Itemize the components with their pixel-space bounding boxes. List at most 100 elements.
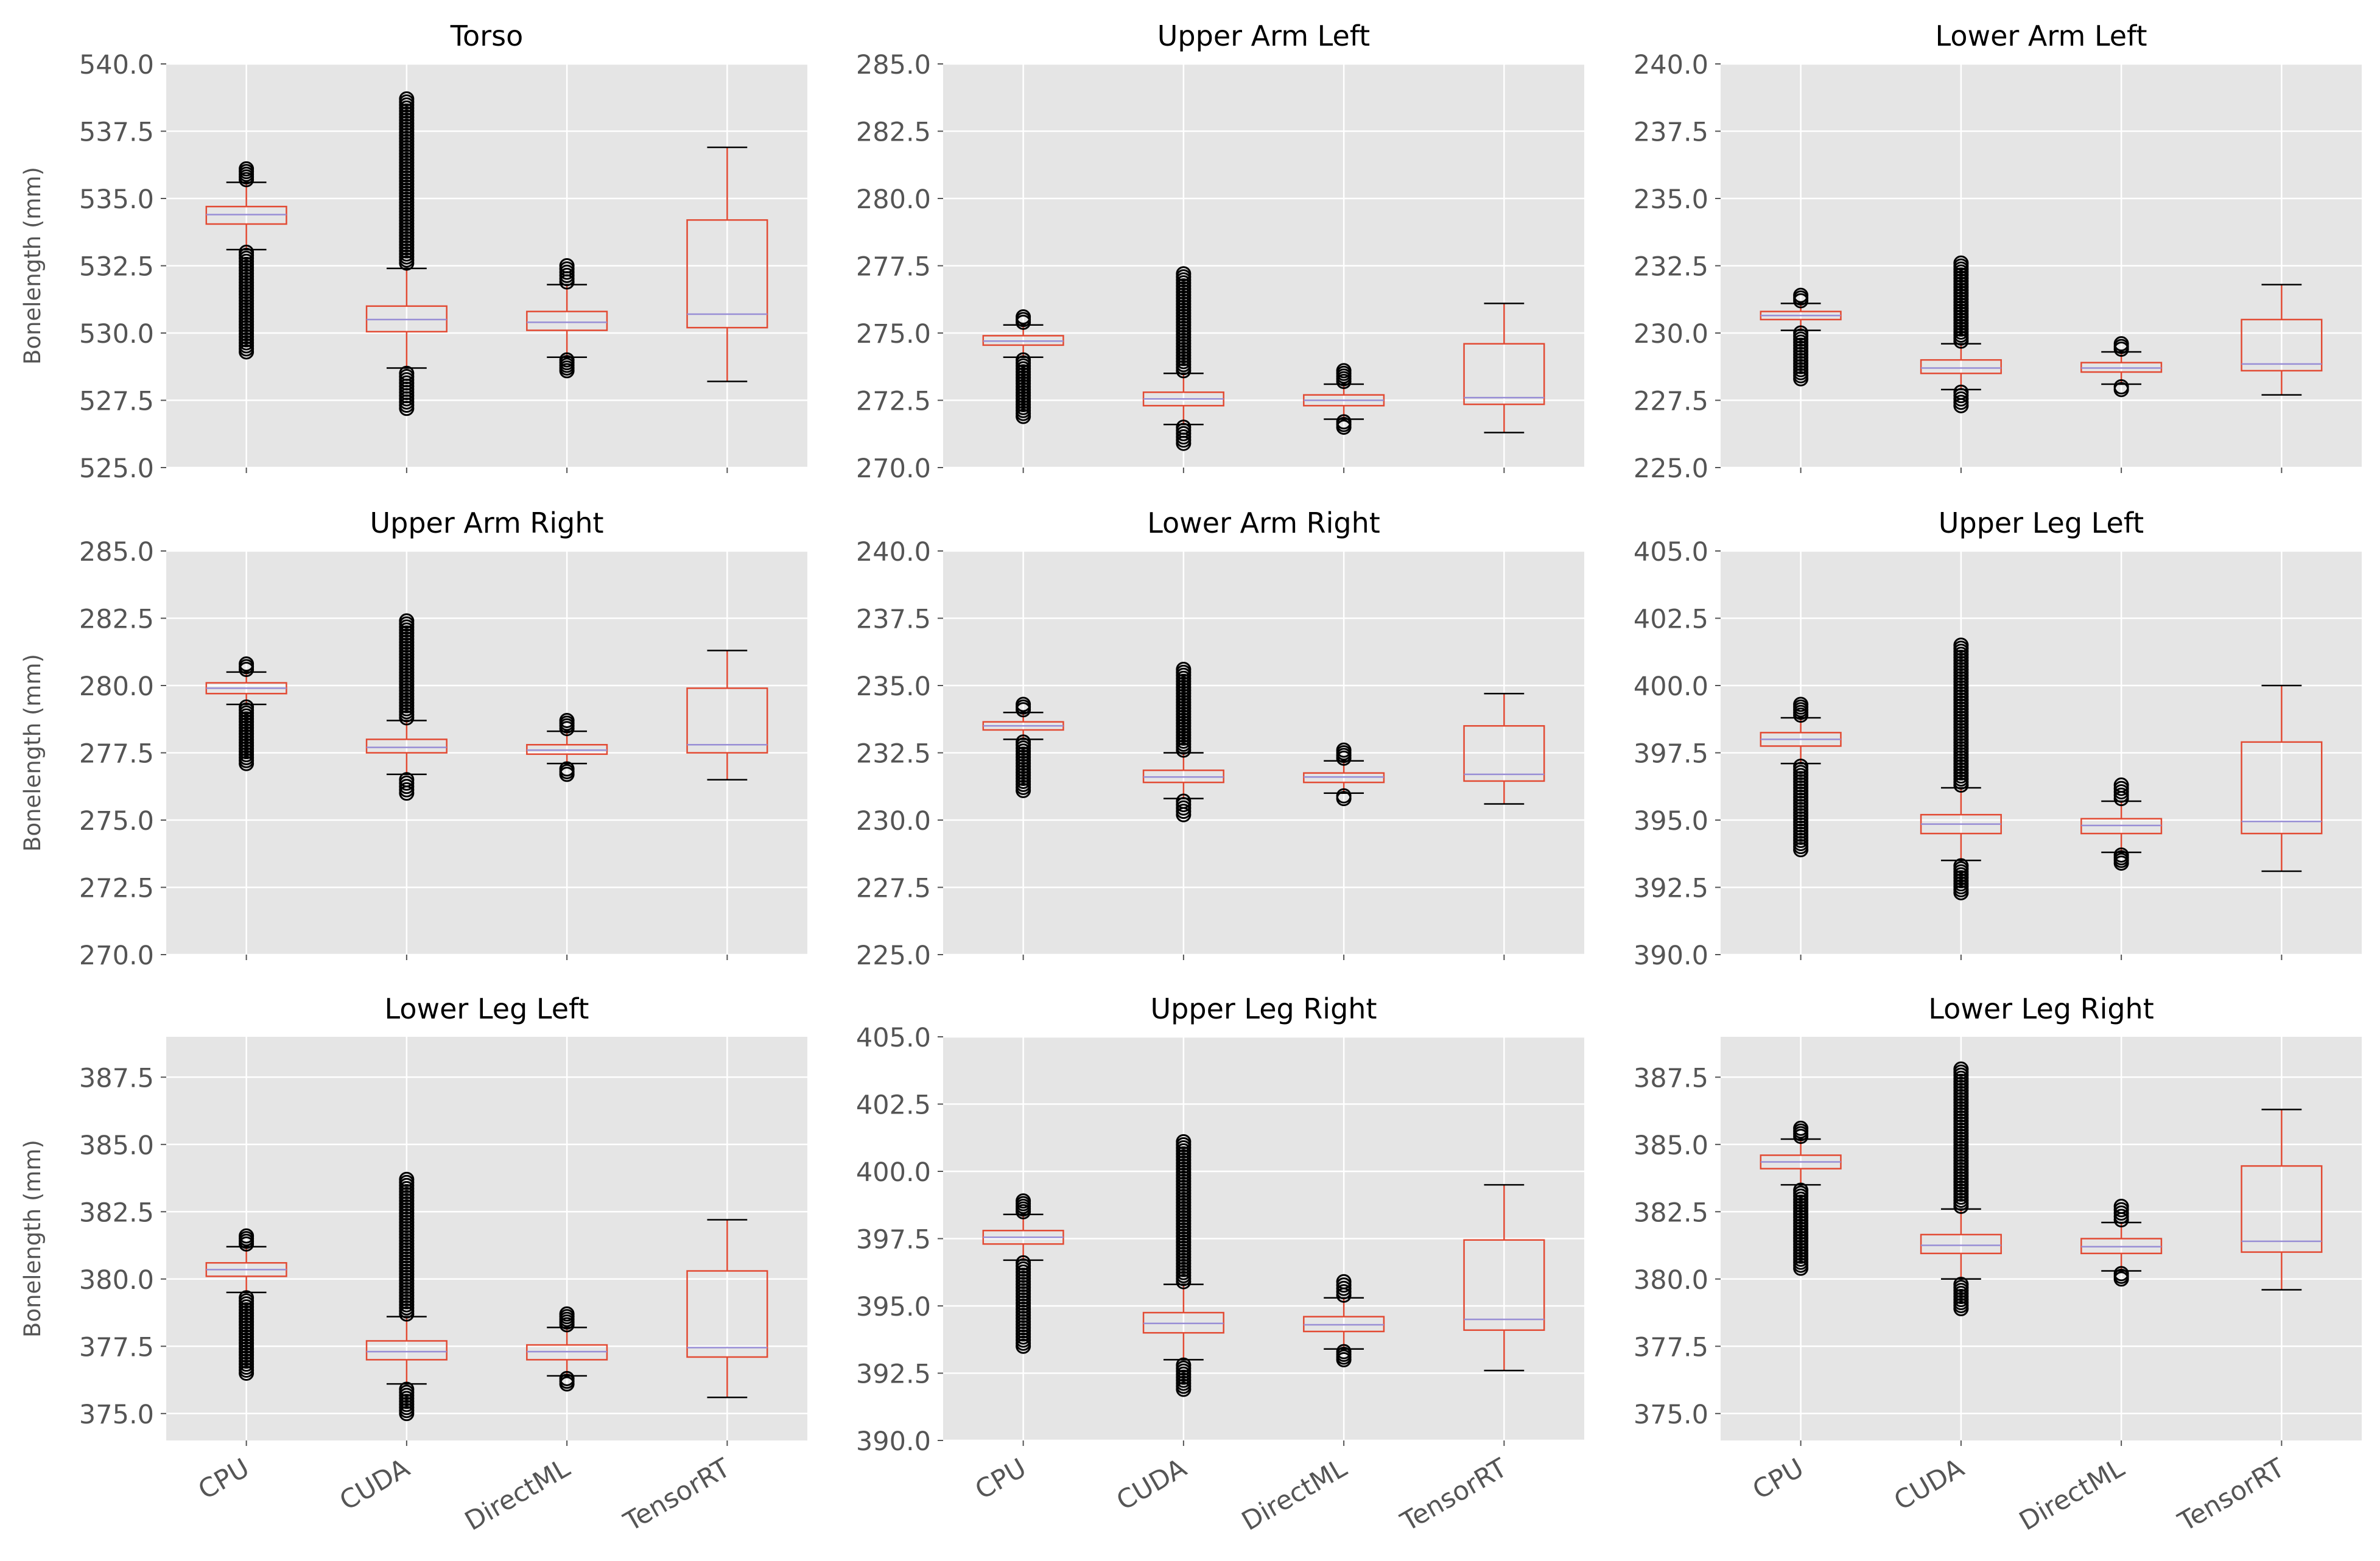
box-cuda <box>1142 661 1224 823</box>
y-tick-label: 402.5 <box>856 1090 931 1121</box>
y-axis-label: Bonelength (mm) <box>19 654 46 852</box>
outlier-low <box>1953 885 1969 900</box>
y-tick-label: 400.0 <box>1634 672 1708 702</box>
box-cpu <box>205 656 287 771</box>
iqr-box <box>1463 725 1545 782</box>
box-directml <box>526 1306 608 1392</box>
iqr-box <box>365 738 448 754</box>
y-tick-label: 232.5 <box>1634 252 1708 282</box>
subplot-title: Upper Leg Left <box>1939 507 2144 539</box>
outlier-high <box>1793 1129 1809 1145</box>
outlier-high <box>239 172 254 188</box>
y-tick-label: 285.0 <box>856 50 931 80</box>
outlier-low <box>1336 419 1352 435</box>
y-tick-label: 397.5 <box>856 1225 931 1255</box>
y-tick-label: 285.0 <box>79 537 154 567</box>
y-tick-label: 270.0 <box>79 941 154 971</box>
outlier-high <box>2113 342 2129 357</box>
y-tick-label: 282.5 <box>79 605 154 635</box>
outlier-high <box>1793 707 1809 723</box>
y-tick-label: 240.0 <box>856 537 931 567</box>
outlier-high <box>399 255 415 271</box>
box-cpu <box>1760 1120 1842 1276</box>
y-tick-label: 540.0 <box>79 50 154 80</box>
box-cpu <box>1760 696 1842 858</box>
y-tick-label: 387.5 <box>1634 1063 1708 1093</box>
y-tick-label: 395.0 <box>1634 806 1708 837</box>
y-tick-label: 240.0 <box>1634 50 1708 80</box>
y-tick-label: 275.0 <box>856 319 931 349</box>
outlier-low <box>559 363 575 379</box>
box-tensorrt <box>686 146 768 382</box>
outlier-low <box>1793 371 1809 387</box>
box-cpu <box>982 1193 1064 1354</box>
y-tick-label: 537.5 <box>79 118 154 148</box>
box-cuda <box>1920 1061 2002 1316</box>
box-cuda <box>1142 266 1224 451</box>
plot-area <box>1721 1037 2362 1440</box>
outlier-low <box>399 785 415 801</box>
box-tensorrt <box>2241 284 2323 396</box>
y-tick-label: 390.0 <box>856 1426 931 1457</box>
y-tick-label: 272.5 <box>79 874 154 904</box>
outlier-low <box>239 756 254 771</box>
subplot-upper-leg-left: 390.0 392.5 395.0 397.5 400.0 402.5 405.0 Upper… <box>1634 507 2362 971</box>
outlier-high <box>1953 777 1969 793</box>
y-tick-label: 275.0 <box>79 806 154 837</box>
y-tick-label: 375.0 <box>1634 1400 1708 1430</box>
outlier-low <box>1176 1381 1192 1397</box>
y-tick-label: 270.0 <box>856 454 931 484</box>
outlier-high <box>1016 314 1031 330</box>
subplot-title: Upper Arm Left <box>1157 19 1370 52</box>
y-tick-label: 377.5 <box>79 1332 154 1363</box>
box-cpu <box>205 161 287 360</box>
outlier-high <box>1336 750 1352 766</box>
box-cpu <box>205 1228 287 1381</box>
outlier-high <box>559 721 575 737</box>
y-tick-label: 235.0 <box>856 672 931 702</box>
y-tick-label: 377.5 <box>1634 1332 1708 1363</box>
y-tick-label: 227.5 <box>1634 387 1708 417</box>
box-directml <box>1303 1274 1385 1367</box>
box-cpu <box>982 309 1064 424</box>
y-tick-label: 277.5 <box>856 252 931 282</box>
outlier-low <box>559 1376 575 1392</box>
subplot-title: Lower Arm Right <box>1147 507 1380 539</box>
subplot-upper-arm-left: 270.0 272.5 275.0 277.5 280.0 282.5 285.0 Upper… <box>856 19 1584 484</box>
outlier-low <box>1016 782 1031 798</box>
y-tick-label: 385.0 <box>1634 1131 1708 1161</box>
y-tick-label: 397.5 <box>1634 739 1708 770</box>
y-tick-label: 227.5 <box>856 874 931 904</box>
y-tick-label: 272.5 <box>856 387 931 417</box>
outlier-low <box>1953 1300 1969 1316</box>
outlier-low <box>1336 791 1352 807</box>
outlier-high <box>239 661 254 677</box>
box-tensorrt <box>686 1219 768 1398</box>
y-tick-label: 280.0 <box>79 672 154 702</box>
outlier-low <box>1793 1260 1809 1276</box>
y-tick-label: 277.5 <box>79 739 154 770</box>
iqr-box <box>686 219 768 329</box>
y-tick-label: 380.0 <box>79 1265 154 1296</box>
subplot-lower-arm-left: 225.0 227.5 230.0 232.5 235.0 237.5 240.0 Lower… <box>1634 19 2362 484</box>
box-tensorrt <box>2241 1109 2323 1291</box>
box-cuda <box>1920 637 2002 900</box>
y-tick-label: 380.0 <box>1634 1265 1708 1296</box>
subplot-title: Lower Leg Left <box>385 992 589 1025</box>
subplot-lower-arm-right: 225.0 227.5 230.0 232.5 235.0 237.5 240.0 Lower… <box>856 507 1584 971</box>
outlier-low <box>1953 398 1969 413</box>
subplot-title: Upper Arm Right <box>370 507 603 539</box>
outlier-low <box>1176 435 1192 451</box>
box-directml <box>2080 777 2163 871</box>
outlier-high <box>1016 1204 1031 1219</box>
y-tick-label: 405.0 <box>1634 537 1708 567</box>
outlier-low <box>1176 807 1192 823</box>
outlier-low <box>2113 1271 2129 1287</box>
y-tick-label: 395.0 <box>856 1292 931 1322</box>
y-tick-label: 392.5 <box>1634 874 1708 904</box>
outlier-low <box>239 1366 254 1381</box>
outlier-low <box>1016 409 1031 424</box>
y-tick-label: 387.5 <box>79 1063 154 1093</box>
box-cuda <box>365 91 448 416</box>
outlier-high <box>1336 374 1352 390</box>
